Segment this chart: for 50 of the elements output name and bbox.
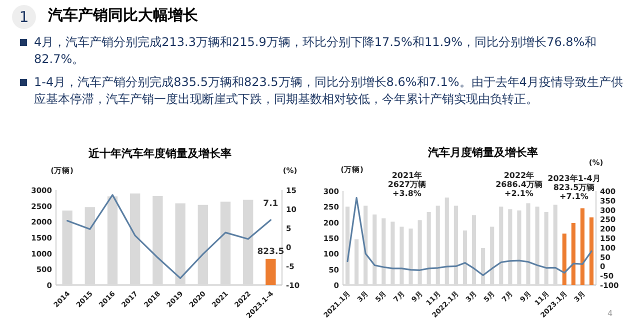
bar xyxy=(526,203,530,285)
bar xyxy=(462,230,468,285)
bar xyxy=(243,200,254,285)
bar xyxy=(107,196,118,285)
bar xyxy=(454,206,458,285)
bar xyxy=(198,204,208,285)
bar xyxy=(62,210,72,285)
annotation: 2023年1-4月 823.5万辆 +7.1% xyxy=(548,174,600,201)
bar xyxy=(544,212,548,285)
bar xyxy=(372,214,377,285)
data-label: 7.1 xyxy=(263,199,278,210)
bar xyxy=(426,212,431,285)
chart-title: 汽车月度销量及增长率 xyxy=(427,146,538,159)
bar xyxy=(175,203,186,285)
text: 1 xyxy=(12,5,36,29)
bar xyxy=(517,210,522,285)
bar xyxy=(535,206,540,285)
bar xyxy=(444,198,449,285)
bar xyxy=(130,193,140,285)
bar xyxy=(553,204,558,285)
annotation: 2021年 2627万辆 +3.8% xyxy=(388,171,426,198)
bar xyxy=(481,248,486,285)
bar xyxy=(490,226,494,285)
bar xyxy=(408,228,413,285)
text: 4 xyxy=(607,309,613,318)
data-label: 823.5 xyxy=(257,246,284,257)
bar xyxy=(589,217,594,285)
bar xyxy=(499,206,504,285)
bar xyxy=(472,215,476,285)
bar xyxy=(364,206,368,285)
annotation: 2022年 2686.4万辆 +2.1% xyxy=(496,171,542,198)
chart-title: 近十年汽车年度销量及增长率 xyxy=(88,147,232,160)
bar xyxy=(571,222,576,285)
text: 1-4月，汽车产销分别完成835.5万辆和823.5万辆，同比分别增长8.6%和7.1%。由于去年4月疫情导致生产供应基本停滞，汽车产销一度出现断崖式下跌，同期基数相对较低，今年累计产销实现由负转正。 xyxy=(34,75,623,106)
bar xyxy=(84,207,95,285)
bar xyxy=(152,196,163,285)
bar xyxy=(266,258,276,285)
bar xyxy=(220,202,231,285)
bar xyxy=(580,208,584,285)
bar xyxy=(418,220,422,285)
bar xyxy=(382,218,386,285)
bar xyxy=(390,222,395,285)
bar xyxy=(436,206,440,285)
text: 汽车产销同比大幅增长 xyxy=(48,6,198,25)
bar xyxy=(354,239,359,285)
bar xyxy=(508,209,512,285)
text: 4月，汽车产销分别完成213.3万辆和215.9万辆，环比分别下降17.5%和11.9%，同比分别增长76.8%和82.7%。 xyxy=(34,35,597,66)
bar xyxy=(400,226,404,285)
bar xyxy=(562,234,566,285)
bar xyxy=(345,206,350,285)
